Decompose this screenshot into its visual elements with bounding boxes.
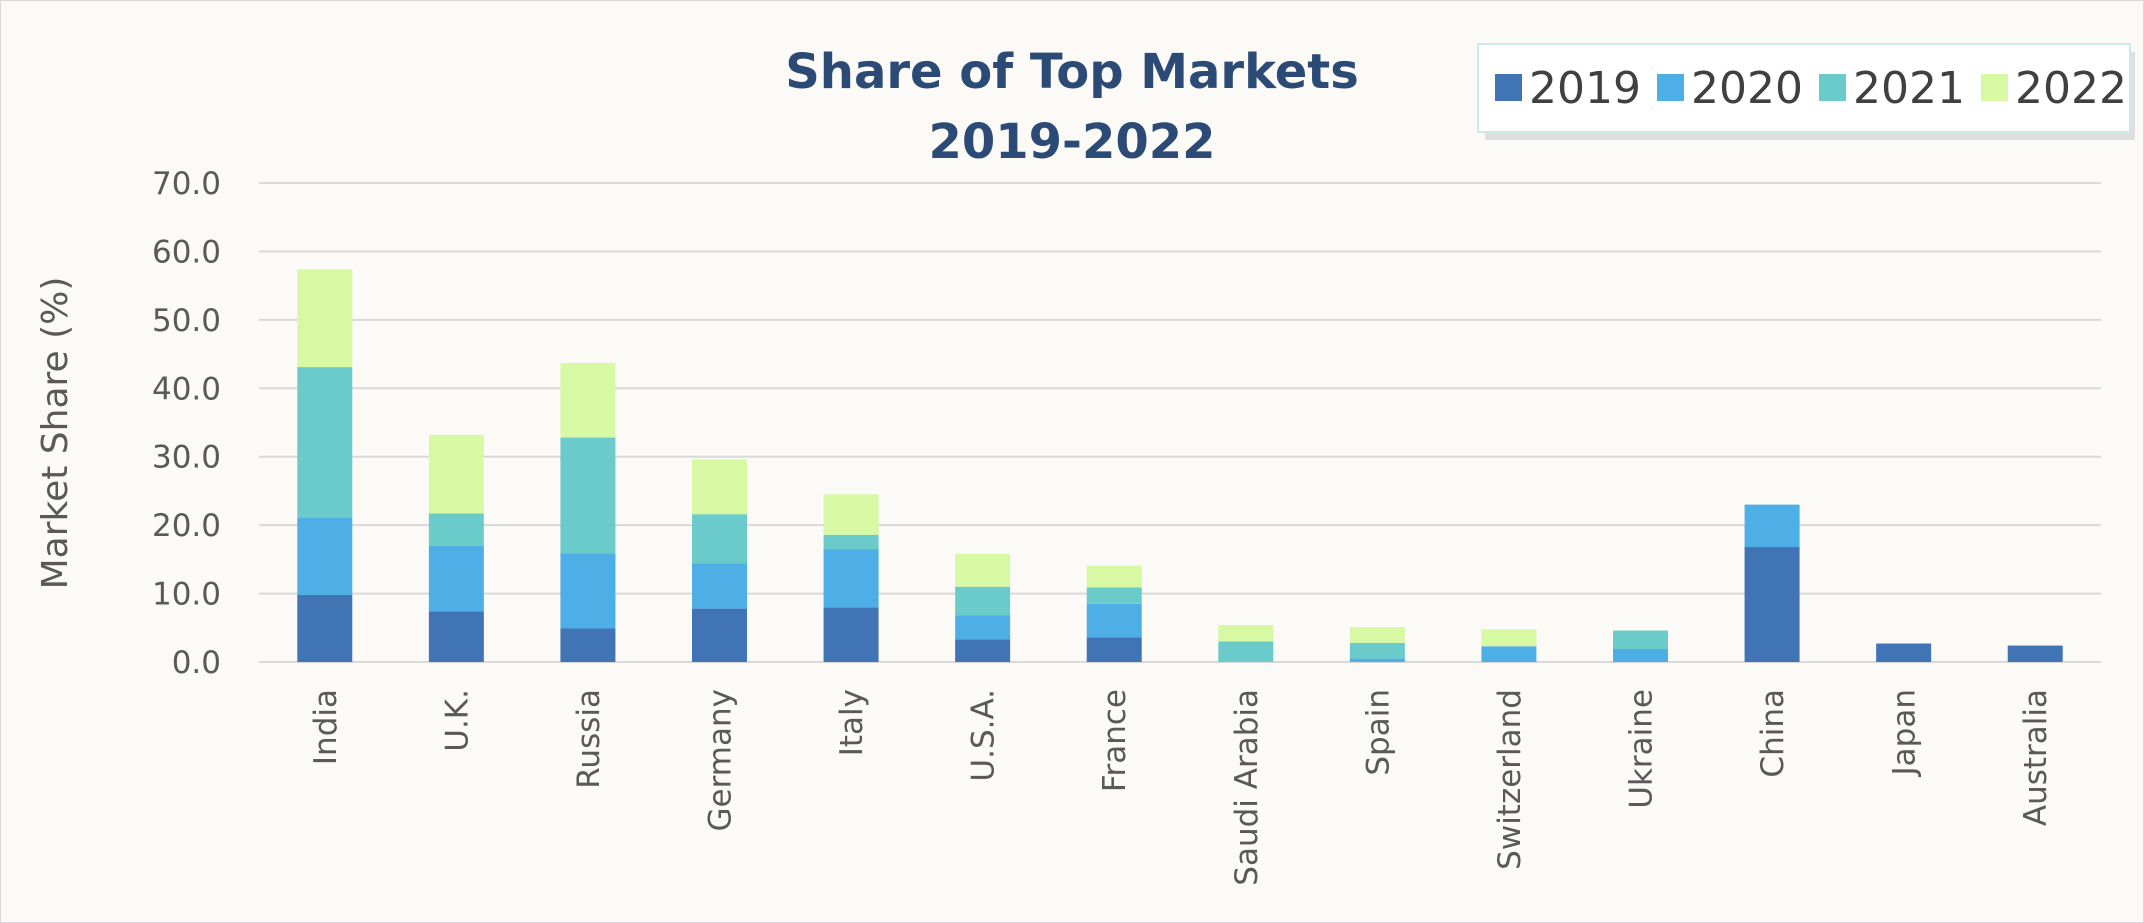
bar-segment-2020 [428,545,484,612]
bar-segment-2021 [955,586,1011,616]
bars [297,269,2063,662]
bar-segment-2022 [692,459,747,515]
bar-segment-2019 [1744,547,1800,662]
bar-segment-2019 [1086,637,1142,662]
bar-segment-2022 [1349,627,1405,643]
bar-segment-2019 [692,608,747,662]
bar-segment-2022 [1086,565,1142,588]
chart-title-line: 2019-2022 [928,114,1215,170]
bar-segment-2021 [823,534,879,550]
bar-segment-2020 [823,549,879,608]
bar-segment-2020 [1349,658,1405,662]
bar-segment-2022 [1481,629,1537,647]
bar-segment-2022 [560,362,616,438]
y-tick-label: 40.0 [152,371,221,407]
bar-segment-2021 [1613,630,1668,649]
y-tick-label: 50.0 [152,303,221,339]
x-tick-label: Japan [1887,689,1923,777]
legend-swatch-2022 [1981,74,2008,101]
x-tick-label: Switzerland [1492,689,1528,870]
bar-segment-2022 [428,434,484,514]
bar-segment-2019 [955,639,1011,662]
y-tick-label: 20.0 [152,508,221,544]
x-tick-label: France [1097,689,1133,792]
bar-segment-2019 [823,607,879,662]
legend-label: 2021 [1853,63,1965,114]
bar-segment-2020 [692,563,747,609]
bar-segment-2022 [955,553,1011,587]
bar-segment-2021 [1218,641,1274,662]
x-tick-label: Germany [703,689,739,831]
gridlines [259,182,2101,663]
bar-segment-2021 [692,514,747,564]
bar-segment-2019 [428,611,484,662]
x-tick-label: India [308,689,344,765]
bar-segment-2019 [560,628,616,662]
legend-swatch-2021 [1819,74,1846,101]
legend-label: 2019 [1529,63,1641,114]
bar-segment-2021 [428,513,484,546]
y-axis-label: Market Share (%) [35,277,76,590]
x-tick-label: U.S.A. [966,689,1002,782]
x-tick-label: Spain [1360,689,1396,776]
bar-segment-2022 [297,269,353,368]
y-tick-label: 60.0 [152,234,221,270]
x-tick-label: Russia [571,689,607,789]
x-tick-label: China [1755,689,1791,778]
bar-segment-2021 [1086,587,1142,604]
x-tick-label: U.K. [439,689,475,752]
legend-swatch-2019 [1495,74,1522,101]
x-tick-label: Australia [2018,689,2054,826]
bar-segment-2020 [955,615,1011,640]
bar-segment-2019 [297,594,353,662]
y-tick-label: 0.0 [172,645,221,681]
bar-segment-2021 [1349,642,1405,659]
bar-segment-2020 [1613,648,1668,662]
x-tick-label: Saudi Arabia [1229,689,1265,886]
x-tick-label: Italy [834,689,870,756]
x-tick-label: Ukraine [1624,689,1660,809]
legend-box [1477,43,2131,133]
y-tick-label: 30.0 [152,440,221,476]
bar-segment-2020 [1744,504,1800,548]
bar-segment-2020 [1086,603,1142,638]
bar-segment-2021 [560,437,616,554]
legend-swatch-2020 [1657,74,1684,101]
legend-label: 2020 [1691,63,1803,114]
bar-segment-2019 [1876,643,1932,662]
legend: 2019 2020 2021 2022 [1477,43,2135,140]
bar-segment-2021 [297,367,353,518]
bar-segment-2019 [2007,645,2063,662]
bar-segment-2020 [297,517,353,595]
bar-segment-2022 [1218,625,1274,642]
bar-segment-2022 [823,494,879,535]
bar-segment-2020 [1481,646,1537,662]
y-tick-label: 70.0 [152,166,221,202]
y-tick-label: 10.0 [152,577,221,613]
legend-label: 2022 [2015,63,2127,114]
chart-title-line: Share of Top Markets [785,44,1359,100]
bar-segment-2020 [560,553,616,629]
